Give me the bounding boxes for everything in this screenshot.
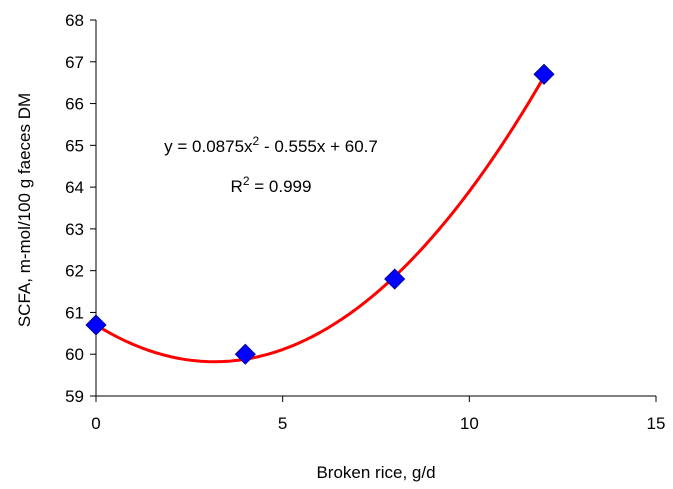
y-tick-label: 60 bbox=[65, 345, 84, 364]
y-tick-label: 63 bbox=[65, 220, 84, 239]
x-axis-title: Broken rice, g/d bbox=[316, 463, 435, 482]
data-point bbox=[384, 268, 406, 290]
y-tick-label: 67 bbox=[65, 53, 84, 72]
data-point bbox=[85, 314, 107, 336]
y-tick-label: 61 bbox=[65, 303, 84, 322]
y-tick-label: 64 bbox=[65, 178, 84, 197]
y-axis-title: SCFA, m-mol/100 g faeces DM bbox=[15, 93, 34, 327]
x-tick-label: 0 bbox=[91, 414, 100, 433]
y-tick-label: 59 bbox=[65, 387, 84, 406]
x-tick-label: 5 bbox=[278, 414, 287, 433]
trendline-curve bbox=[95, 76, 546, 364]
r-squared-label: R2 = 0.999 bbox=[231, 174, 312, 196]
data-points-layer bbox=[85, 63, 555, 365]
axes: 59 60 61 62 63 64 65 66 67 68 0 5 10 15 bbox=[65, 11, 665, 433]
y-tick-label: 65 bbox=[65, 136, 84, 155]
y-tick-label: 62 bbox=[65, 262, 84, 281]
data-point bbox=[533, 63, 555, 85]
x-tick-label: 15 bbox=[647, 414, 666, 433]
trendline-layer bbox=[95, 76, 546, 364]
y-tick-label: 68 bbox=[65, 11, 84, 30]
y-tick-label: 66 bbox=[65, 95, 84, 114]
data-point bbox=[234, 343, 256, 365]
equation-label: y = 0.0875x2 - 0.555x + 60.7 bbox=[164, 134, 378, 156]
x-tick-label: 10 bbox=[460, 414, 479, 433]
